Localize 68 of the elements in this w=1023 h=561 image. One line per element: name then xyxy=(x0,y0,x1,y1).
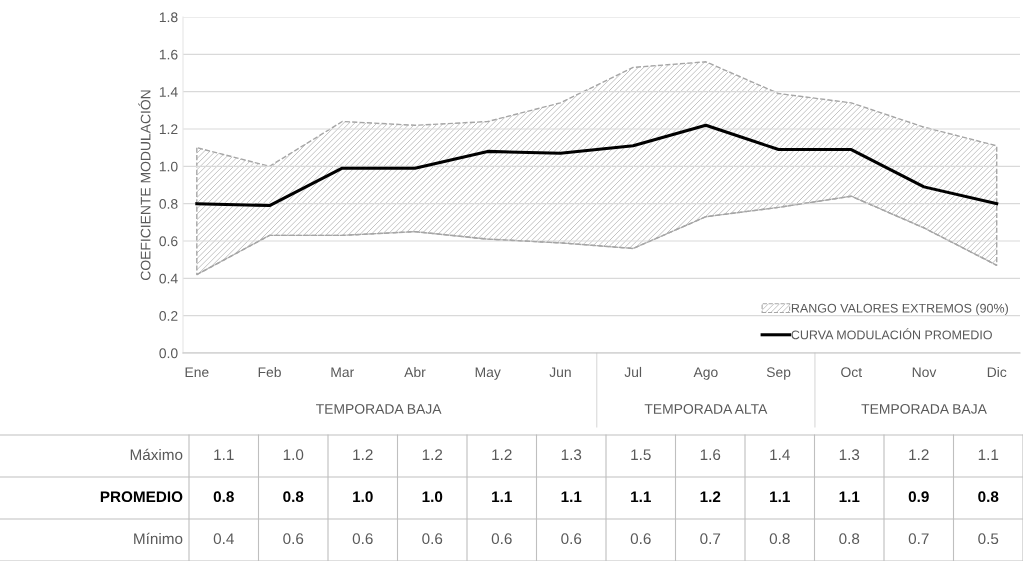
x-tick-label: Sep xyxy=(766,367,791,380)
data-label: 1.1 xyxy=(770,491,790,502)
x-tick-label: Feb xyxy=(258,366,281,378)
text: Máximo xyxy=(130,448,183,461)
data-label: 1.1 xyxy=(492,491,512,502)
data-label: 0.8 xyxy=(769,533,790,545)
text: Mínimo xyxy=(134,532,183,545)
x-tick-label: Nov xyxy=(912,367,937,378)
data-label: 1.1 xyxy=(214,449,234,460)
data-label: 1.2 xyxy=(700,491,721,502)
data-label: 1.1 xyxy=(978,449,999,460)
y-tick-label: 1.8 xyxy=(159,12,178,23)
y-tick-label: 1.6 xyxy=(159,49,178,60)
data-label: 1.0 xyxy=(422,491,443,503)
y-tick-label: 0.8 xyxy=(159,199,178,209)
x-tick-label: Jul xyxy=(624,366,642,378)
data-label: 0.4 xyxy=(213,533,234,545)
x-tick-label: Dic xyxy=(987,366,1007,378)
data-label: 1.6 xyxy=(700,449,721,461)
data-label: 1.0 xyxy=(283,449,304,461)
y-tick-label: 0.2 xyxy=(159,311,178,321)
data-label: 1.2 xyxy=(909,449,929,460)
data-label: 1.3 xyxy=(561,449,582,461)
data-label: 1.4 xyxy=(770,449,790,460)
data-label: 0.8 xyxy=(283,491,304,503)
text: PROMEDIO xyxy=(100,491,183,503)
x-tick-label: Abr xyxy=(404,366,426,378)
text: TEMPORADA ALTA xyxy=(644,404,768,414)
y-tick-label: 1.0 xyxy=(159,161,178,172)
data-label: 1.1 xyxy=(561,491,582,502)
data-label: 0.6 xyxy=(630,533,651,545)
data-label: 0.8 xyxy=(839,533,860,545)
data-label: 0.6 xyxy=(352,533,373,545)
x-tick-label: May xyxy=(475,367,501,380)
x-tick-label: Mar xyxy=(331,367,354,378)
x-tick-label: Ene xyxy=(185,367,209,378)
y-tick-label: 0.0 xyxy=(159,348,178,359)
data-label: 1.3 xyxy=(839,449,860,461)
line-series xyxy=(195,123,999,208)
data-label: 1.2 xyxy=(353,449,373,460)
data-label: 0.8 xyxy=(213,491,234,503)
data-label: 0.5 xyxy=(978,533,999,545)
y-tick-label: 1.2 xyxy=(159,124,178,135)
data-label: 0.6 xyxy=(422,533,443,545)
y-tick-label: 0.4 xyxy=(159,273,178,284)
data-label: 1.5 xyxy=(631,449,651,461)
legend-label: RANGO VALORES EXTREMOS (90%) xyxy=(791,303,1008,316)
x-tick-label: Jun xyxy=(549,367,571,378)
data-label: 1.2 xyxy=(422,449,443,460)
x-tick-label: Oct xyxy=(841,367,862,378)
data-label: 1.2 xyxy=(492,449,512,460)
text: TEMPORADA BAJA xyxy=(316,404,442,414)
y-tick-label: 1.4 xyxy=(159,87,178,97)
data-label: 1.1 xyxy=(631,491,651,502)
data-label: 1.1 xyxy=(839,491,860,502)
data-label: 0.7 xyxy=(908,533,929,545)
data-label: 0.6 xyxy=(283,533,304,545)
data-label: 0.8 xyxy=(978,491,999,503)
data-label: 0.7 xyxy=(700,533,721,545)
y-tick-label: 0.6 xyxy=(159,236,178,247)
data-label: 1.0 xyxy=(353,491,373,503)
y-axis-title: COEFICIENTE MODULACIÓN xyxy=(138,90,151,280)
data-label: 0.9 xyxy=(908,491,929,503)
data-label: 0.6 xyxy=(491,533,512,545)
x-tick-label: Ago xyxy=(693,367,718,380)
data-label: 0.6 xyxy=(561,533,582,545)
legend-label: CURVA MODULACIÓN PROMEDIO xyxy=(791,328,992,340)
text: TEMPORADA BAJA xyxy=(861,404,987,414)
